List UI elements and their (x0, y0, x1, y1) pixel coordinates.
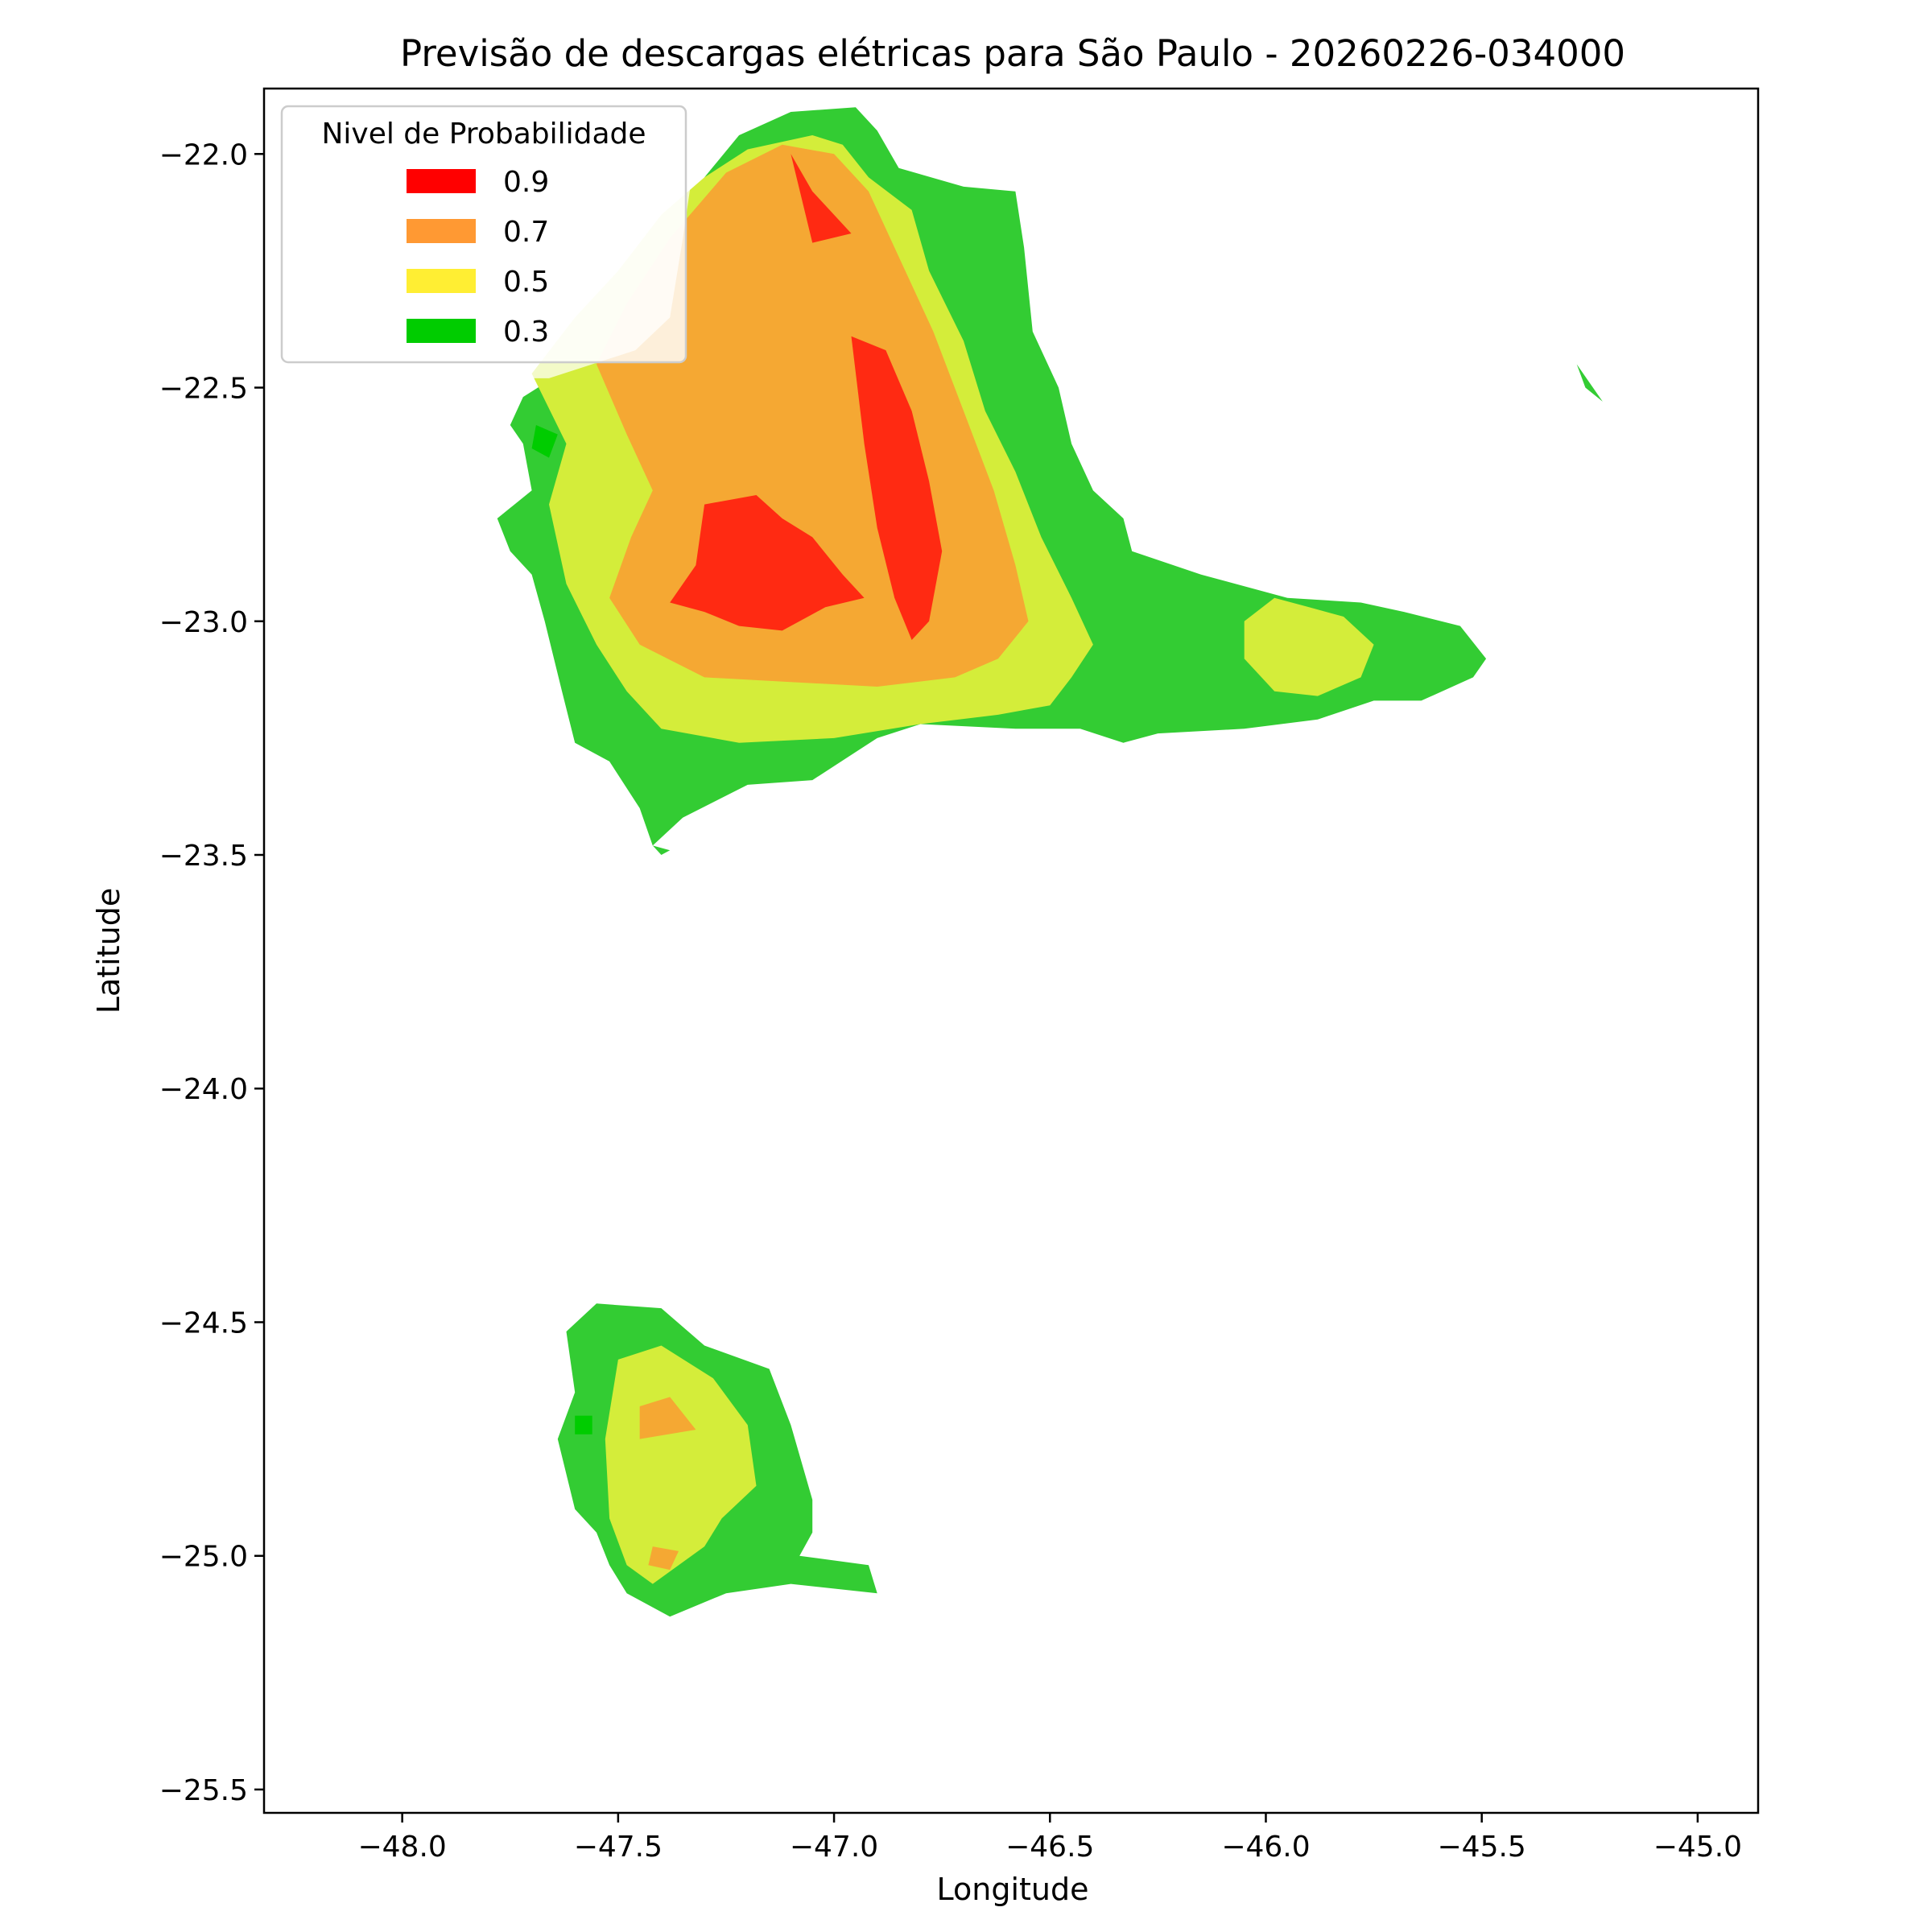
x-tick-label: −46.5 (1005, 1831, 1094, 1864)
legend: Nivel de Probabilidade 0.9 0.7 0.5 0.3 (280, 105, 687, 364)
region-level-0-9-3-2 (791, 154, 852, 243)
legend-label: 0.3 (503, 316, 549, 349)
legend-title: Nivel de Probabilidade (321, 118, 646, 151)
y-tick-label: −23.0 (159, 606, 248, 639)
x-tick-label: −45.5 (1438, 1831, 1526, 1864)
x-tick-label: −47.5 (574, 1831, 663, 1864)
y-tick-label: −22.0 (159, 138, 248, 171)
x-axis-title: Longitude (937, 1872, 1089, 1907)
region-level-0-3-0-2 (1576, 364, 1603, 402)
y-tick-label: −23.5 (159, 840, 248, 873)
region-level-0-3-4-0 (531, 425, 558, 458)
region-level-0-9-3-0 (670, 495, 865, 631)
plot-frame (262, 87, 1760, 1814)
legend-label: 0.7 (503, 216, 549, 249)
region-level-0-3-4-1 (575, 1415, 592, 1435)
legend-label: 0.9 (503, 166, 549, 199)
region-level-0-9-3-1 (851, 336, 943, 640)
y-tick-label: −25.5 (159, 1774, 248, 1807)
region-level-0-5-1-1 (1244, 597, 1374, 696)
legend-swatch (407, 269, 476, 293)
y-axis: −22.0 −22.5 −23.0 −23.5 −24.0 −24.5 −25.0 −25.5 (159, 138, 264, 1807)
y-tick-label: −24.5 (159, 1307, 248, 1340)
x-axis: −48.0 −47.5 −47.0 −46.5 −46.0 −45.5 −45.0 (357, 1813, 1742, 1864)
region-level-0-5-1-2 (605, 1345, 757, 1584)
legend-label: 0.5 (503, 266, 549, 299)
y-tick-label: −25.0 (159, 1541, 248, 1574)
legend-swatch (407, 219, 476, 243)
region-level-0-7-2-1 (639, 1397, 696, 1439)
x-tick-label: −48.0 (357, 1831, 446, 1864)
x-tick-label: −47.0 (790, 1831, 878, 1864)
x-tick-label: −45.0 (1653, 1831, 1742, 1864)
chart-title: Previsão de descargas elétricas para São… (400, 32, 1625, 75)
x-tick-label: −46.0 (1221, 1831, 1310, 1864)
legend-box (280, 105, 687, 364)
region-level-0-3-0-3 (652, 845, 671, 855)
region-level-0-7-2-2 (648, 1546, 679, 1571)
y-axis-title: Latitude (91, 888, 126, 1013)
legend-swatch (407, 319, 476, 343)
y-tick-label: −22.5 (159, 373, 248, 406)
y-tick-label: −24.0 (159, 1073, 248, 1106)
legend-swatch (407, 169, 476, 193)
